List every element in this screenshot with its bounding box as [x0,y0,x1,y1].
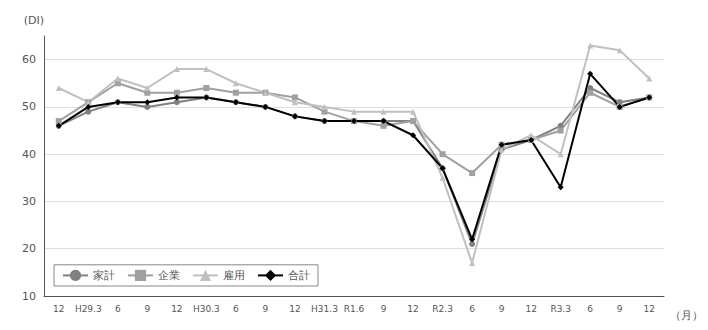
svg-text:12: 12 [407,304,418,314]
svg-text:家計: 家計 [93,269,115,282]
svg-text:9: 9 [499,304,505,314]
svg-text:6: 6 [587,304,593,314]
svg-text:9: 9 [144,304,150,314]
svg-text:6: 6 [469,304,475,314]
svg-text:R2.3: R2.3 [432,304,453,314]
svg-text:12: 12 [53,304,64,314]
svg-text:H30.3: H30.3 [193,304,220,314]
svg-text:6: 6 [115,304,121,314]
svg-text:9: 9 [617,304,623,314]
svg-text:9: 9 [381,304,387,314]
svg-text:H31.3: H31.3 [311,304,338,314]
svg-text:9: 9 [263,304,269,314]
svg-text:20: 20 [22,242,36,255]
svg-text:40: 40 [22,148,36,161]
svg-text:10: 10 [22,290,36,303]
svg-text:6: 6 [233,304,239,314]
svg-text:R3.3: R3.3 [550,304,571,314]
svg-text:12: 12 [289,304,300,314]
svg-text:60: 60 [22,53,36,66]
svg-text:雇用: 雇用 [223,269,245,282]
svg-text:12: 12 [171,304,182,314]
svg-text:12: 12 [644,304,655,314]
svg-text:(DI): (DI) [24,14,44,27]
svg-text:50: 50 [22,100,36,113]
svg-text:H29.3: H29.3 [75,304,102,314]
svg-text:（月）: （月） [670,309,703,322]
svg-text:企業: 企業 [158,269,180,282]
svg-text:合計: 合計 [288,269,310,282]
svg-text:R1.6: R1.6 [344,304,365,314]
svg-text:12: 12 [525,304,536,314]
svg-text:30: 30 [22,195,36,208]
